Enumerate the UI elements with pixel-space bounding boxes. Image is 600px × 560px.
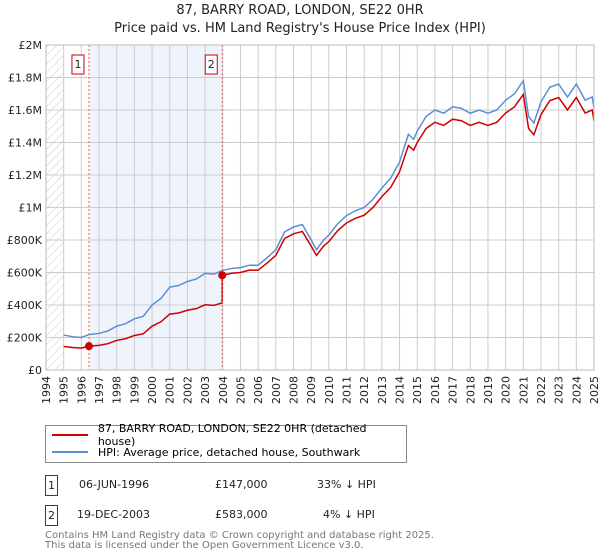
y-tick-label: £2M (19, 39, 43, 52)
x-tick-label: 2003 (199, 376, 212, 404)
legend-item-hpi: HPI: Average price, detached house, Sout… (52, 444, 360, 460)
x-tick-label: 2013 (376, 376, 389, 404)
y-tick-label: £400K (7, 299, 43, 312)
x-tick-label: 2004 (217, 376, 230, 404)
x-tick-label: 2021 (517, 376, 530, 404)
sale-label-box (204, 54, 218, 75)
chart-title: 87, BARRY ROAD, LONDON, SE22 0HR (176, 3, 424, 18)
x-tick-label: 2001 (164, 376, 177, 404)
plot-border (45, 44, 595, 371)
y-tick-label: £800K (7, 234, 43, 247)
sale-label: 1 (74, 58, 81, 71)
legend-item-property: 87, BARRY ROAD, LONDON, SE22 0HR (detach… (52, 422, 406, 448)
sale-date: 06-JUN-1996 (79, 478, 150, 491)
x-tick-label: 2008 (287, 376, 300, 404)
y-tick-label: £1M (19, 202, 43, 215)
sale-badge: 2 (45, 505, 58, 526)
sale-hpi-diff: 4% ↓ HPI (323, 508, 375, 521)
sale-price: £147,000 (215, 478, 268, 491)
x-tick-label: 1999 (128, 376, 141, 404)
y-tick-label: £1.8M (8, 72, 42, 85)
y-tick-label: £600K (7, 267, 43, 280)
footer-copyright: Contains HM Land Registry data © Crown c… (45, 530, 434, 541)
sale-point (218, 271, 227, 280)
x-tick-label: 2007 (270, 376, 283, 404)
sale-price: £583,000 (215, 508, 268, 521)
x-tick-label: 1997 (93, 376, 106, 404)
x-tick-label: 2019 (482, 376, 495, 404)
x-tick-label: 2018 (464, 376, 477, 404)
x-tick-label: 2025 (588, 376, 600, 404)
x-tick-label: 2024 (570, 376, 583, 404)
x-tick-label: 1994 (40, 376, 53, 404)
sale-hpi-diff: 33% ↓ HPI (317, 478, 376, 491)
x-tick-label: 1998 (111, 376, 124, 404)
x-tick-label: 2006 (252, 376, 265, 404)
x-tick-label: 2015 (411, 376, 424, 404)
x-tick-label: 2017 (447, 376, 460, 404)
x-tick-label: 2005 (234, 376, 247, 404)
x-tick-label: 2023 (553, 376, 566, 404)
sale-row: 1 06-JUN-1996 £147,000 33% ↓ HPI (45, 475, 445, 497)
plot-area: 1994 1995 1996 1997 1998 1999 2000 2001 2002 2003… (7, 39, 600, 404)
x-tick-label: 1995 (58, 376, 71, 404)
x-tick-label: 1996 (75, 376, 88, 404)
legend: 87, BARRY ROAD, LONDON, SE22 0HR (detach… (45, 422, 407, 463)
sale-point (84, 342, 93, 351)
y-tick-label: £200K (7, 332, 43, 345)
y-tick-label: £1.2M (8, 169, 42, 182)
y-tick-label: £1.6M (8, 104, 42, 117)
sale-badge: 1 (45, 475, 58, 496)
sale-label-box (71, 54, 85, 75)
x-tick-label: 2020 (500, 376, 513, 404)
footer: Contains HM Land Registry data © Crown c… (45, 531, 434, 551)
legend-swatch-hpi (52, 451, 88, 453)
y-tick-label: £1.4M (8, 137, 42, 150)
x-tick-label: 2009 (305, 376, 318, 404)
legend-label-hpi: HPI: Average price, detached house, Sout… (98, 445, 361, 459)
x-tick-label: 2016 (429, 376, 442, 404)
chart-subtitle: Price paid vs. HM Land Registry's House … (114, 21, 486, 36)
x-tick-label: 2002 (181, 376, 194, 404)
x-tick-label: 2022 (535, 376, 548, 404)
footer-licence: This data is licensed under the Open Gov… (45, 540, 364, 551)
sale-label: 2 (208, 58, 215, 71)
property-price-line (63, 92, 595, 349)
legend-label-property: 87, BARRY ROAD, LONDON, SE22 0HR (detach… (97, 422, 367, 448)
x-tick-label: 2014 (394, 376, 407, 404)
x-tick-label: 2012 (358, 376, 371, 404)
sale-row: 2 19-DEC-2003 £583,000 4% ↓ HPI (45, 505, 445, 527)
x-tick-label: 2010 (323, 376, 336, 404)
x-tick-label: 2011 (341, 376, 354, 404)
sale-date: 19-DEC-2003 (77, 508, 151, 521)
x-tick-label: 2000 (146, 376, 159, 404)
legend-swatch-property (52, 434, 88, 436)
hpi-line (63, 78, 595, 339)
y-tick-label: £0 (28, 364, 42, 377)
